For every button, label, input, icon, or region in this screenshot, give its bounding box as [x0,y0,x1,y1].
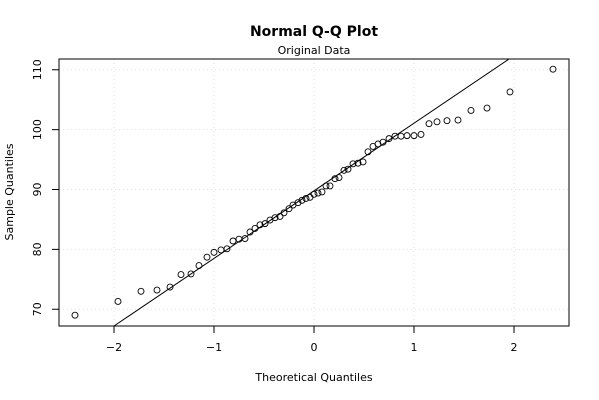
data-point [306,193,314,201]
chart-subtitle: Original Data [278,44,351,57]
data-point [177,271,185,278]
data-point [314,189,322,197]
y-tick-label: 90 [31,183,44,197]
data-point [349,160,357,168]
data-point [71,311,79,319]
data-point [280,209,288,217]
data-point [271,214,279,222]
data-point [364,148,372,156]
data-point [166,283,174,291]
data-point [241,235,249,243]
data-point [294,199,302,207]
data-point [359,158,367,166]
data-point [302,195,310,202]
data-point [153,286,161,294]
data-point [276,212,284,220]
data-point [210,248,218,256]
grid-lines [59,59,569,326]
data-point [256,221,264,229]
data-point [298,196,306,204]
x-tick-label: 1 [411,341,418,354]
data-point [195,262,203,269]
data-point [506,88,514,96]
data-points [71,65,557,319]
data-point [285,205,293,213]
x-tick-label: 2 [511,341,518,354]
data-point [137,287,145,295]
x-tick-label: −1 [206,341,222,354]
x-axis-label: Theoretical Quantiles [254,371,372,384]
data-point [443,117,451,125]
data-point [397,132,405,140]
data-point [310,190,318,198]
y-tick-label: 110 [31,59,44,80]
data-point [335,174,343,181]
data-point [403,132,411,140]
data-point [229,237,237,245]
y-axis: 70 80 90 100 110 [31,59,59,316]
data-point [379,138,387,146]
data-point [385,135,393,143]
data-point [467,107,475,114]
y-tick-label: 80 [31,242,44,256]
data-point [326,182,334,190]
data-point [322,182,330,190]
data-point [217,246,225,254]
data-point [483,104,491,112]
data-point [344,165,352,173]
data-point [114,298,122,305]
x-tick-label: −2 [106,341,122,354]
data-point [246,228,254,236]
data-point [417,130,425,138]
data-point [318,188,326,196]
data-point [425,120,433,128]
data-point [261,220,269,228]
data-point [251,224,259,232]
data-point [203,253,211,261]
y-tick-label: 100 [31,119,44,140]
data-point [223,245,231,253]
data-point [410,132,418,140]
data-point [454,116,462,124]
data-point [187,270,195,278]
x-tick-label: 0 [311,341,318,354]
chart-title: Normal Q-Q Plot [250,24,378,40]
y-tick-label: 70 [31,302,44,316]
data-point [549,65,557,73]
data-point [374,140,382,148]
data-point [433,118,441,126]
data-point [340,166,348,174]
x-axis: −2 −1 0 1 2 [106,326,518,354]
y-axis-label: Sample Quantiles [3,143,16,240]
data-point [331,175,339,183]
data-point [354,159,362,167]
